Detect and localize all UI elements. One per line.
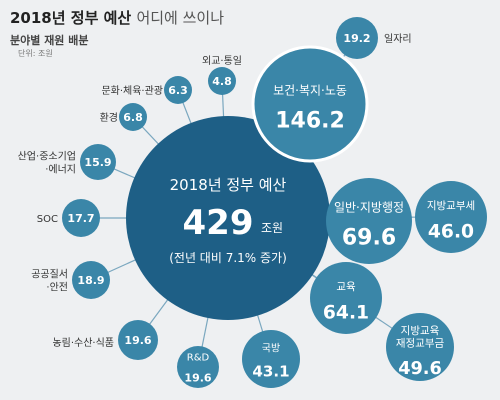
bubble-circle-admin <box>326 178 412 264</box>
bubble-environment: 6.8 환경 <box>100 103 147 131</box>
bubble-value-culture: 6.3 <box>168 84 188 97</box>
bubble-circle-environment <box>119 103 147 131</box>
bubble-label-local-tax: 지방교부세 <box>427 200 475 212</box>
bubble-circle-culture <box>164 76 192 104</box>
bubble-value-industry: 15.9 <box>84 156 111 169</box>
bubble-circle-agriculture <box>118 320 158 360</box>
center-circle <box>126 116 330 320</box>
bubble-label-industry: ·에너지 <box>45 164 76 176</box>
bubble-value-public-order: 18.9 <box>77 274 104 287</box>
bubble-circle-local-tax <box>415 181 487 253</box>
bubble-culture: 6.3 문화·체육·관광 <box>101 76 192 104</box>
center-amount-unit: 조원 <box>261 221 283 235</box>
bubble-circle-education <box>310 262 382 334</box>
bubble-label-diplomacy: 외교·통일 <box>202 55 242 67</box>
bubble-label-public-order: 공공질서 <box>31 269 68 281</box>
bubble-label-soc: SOC <box>37 214 58 225</box>
bubble-label-education: 교육 <box>336 281 356 293</box>
bubble-label-admin: 일반·지방행정 <box>334 200 404 215</box>
bubble-value-local-tax: 46.0 <box>428 221 474 242</box>
bubble-value-rnd: 19.6 <box>184 372 211 385</box>
bubble-label-industry: 산업·중소기업 <box>18 150 76 163</box>
bubble-circle-industry <box>80 144 116 180</box>
bubble-defense: 국방 43.1 <box>242 330 300 388</box>
bubble-circle-defense <box>242 330 300 388</box>
bubble-welfare: 보건·복지·노동 146.2 <box>251 45 369 163</box>
bubble-public-order: 18.9 공공질서·안전 <box>31 261 110 299</box>
center-title: 2018년 정부 예산 <box>170 176 287 194</box>
unit-note: 단위: 조원 <box>18 49 53 58</box>
bubble-jobs: 19.2 일자리 <box>336 17 412 59</box>
bubble-circle-soc <box>62 199 100 237</box>
page-subtitle: 분야별 재원 배분 <box>10 34 89 47</box>
bubble-value-jobs: 19.2 <box>343 32 370 45</box>
bubble-value-welfare: 146.2 <box>275 108 345 133</box>
bubble-label-agriculture: 농림·수산·식품 <box>52 337 114 349</box>
bubble-value-soc: 17.7 <box>67 212 94 225</box>
bubble-value-local-edu: 49.6 <box>398 359 442 379</box>
bubble-value-defense: 43.1 <box>252 363 289 381</box>
bubble-label-defense: 국방 <box>262 343 280 355</box>
bubble-label-welfare: 보건·복지·노동 <box>273 84 347 98</box>
title-bold: 2018년 정부 예산 <box>10 9 132 27</box>
bubble-agriculture: 19.6 농림·수산·식품 <box>52 320 158 360</box>
bubble-value-environment: 6.8 <box>123 111 143 124</box>
bubble-label-culture: 문화·체육·관광 <box>101 85 163 97</box>
bubble-circle-diplomacy <box>208 67 236 95</box>
bubble-value-agriculture: 19.6 <box>124 334 151 347</box>
bubble-circle-welfare <box>251 45 369 163</box>
bubble-value-diplomacy: 4.8 <box>212 75 232 88</box>
bubble-value-education: 64.1 <box>323 302 369 323</box>
bubble-circle-public-order <box>72 261 110 299</box>
bubble-education: 교육 64.1 <box>310 262 382 334</box>
title-light: 어디에 쓰이나 <box>136 9 225 27</box>
bubble-label-public-order: ·안전 <box>46 282 68 294</box>
bubble-label-jobs: 일자리 <box>384 33 412 45</box>
bubble-label-local-edu: 재정교부금 <box>396 337 445 349</box>
bubble-label-rnd: R&D <box>187 352 210 363</box>
bubble-admin: 일반·지방행정 69.6 <box>326 178 412 264</box>
bubble-circle-rnd <box>177 346 219 388</box>
bubble-local-tax: 지방교부세 46.0 <box>415 181 487 253</box>
bubble-soc: 17.7 SOC <box>37 199 100 237</box>
center-amount: 429 <box>183 203 254 243</box>
bubble-label-local-edu: 지방교육 <box>401 325 440 337</box>
center-note: (전년 대비 7.1% 증가) <box>169 251 287 265</box>
bubble-label-environment: 환경 <box>100 111 118 124</box>
bubble-diplomacy: 4.8 외교·통일 <box>202 55 242 95</box>
bubble-rnd: R&D 19.6 <box>177 346 219 388</box>
bubble-circle-jobs <box>336 17 378 59</box>
bubble-industry: 15.9 산업·중소기업·에너지 <box>18 144 116 180</box>
page-title: 2018년 정부 예산 어디에 쓰이나 <box>10 7 224 28</box>
bubble-value-admin: 69.6 <box>342 225 396 250</box>
bubble-circle-local-edu <box>386 313 454 381</box>
